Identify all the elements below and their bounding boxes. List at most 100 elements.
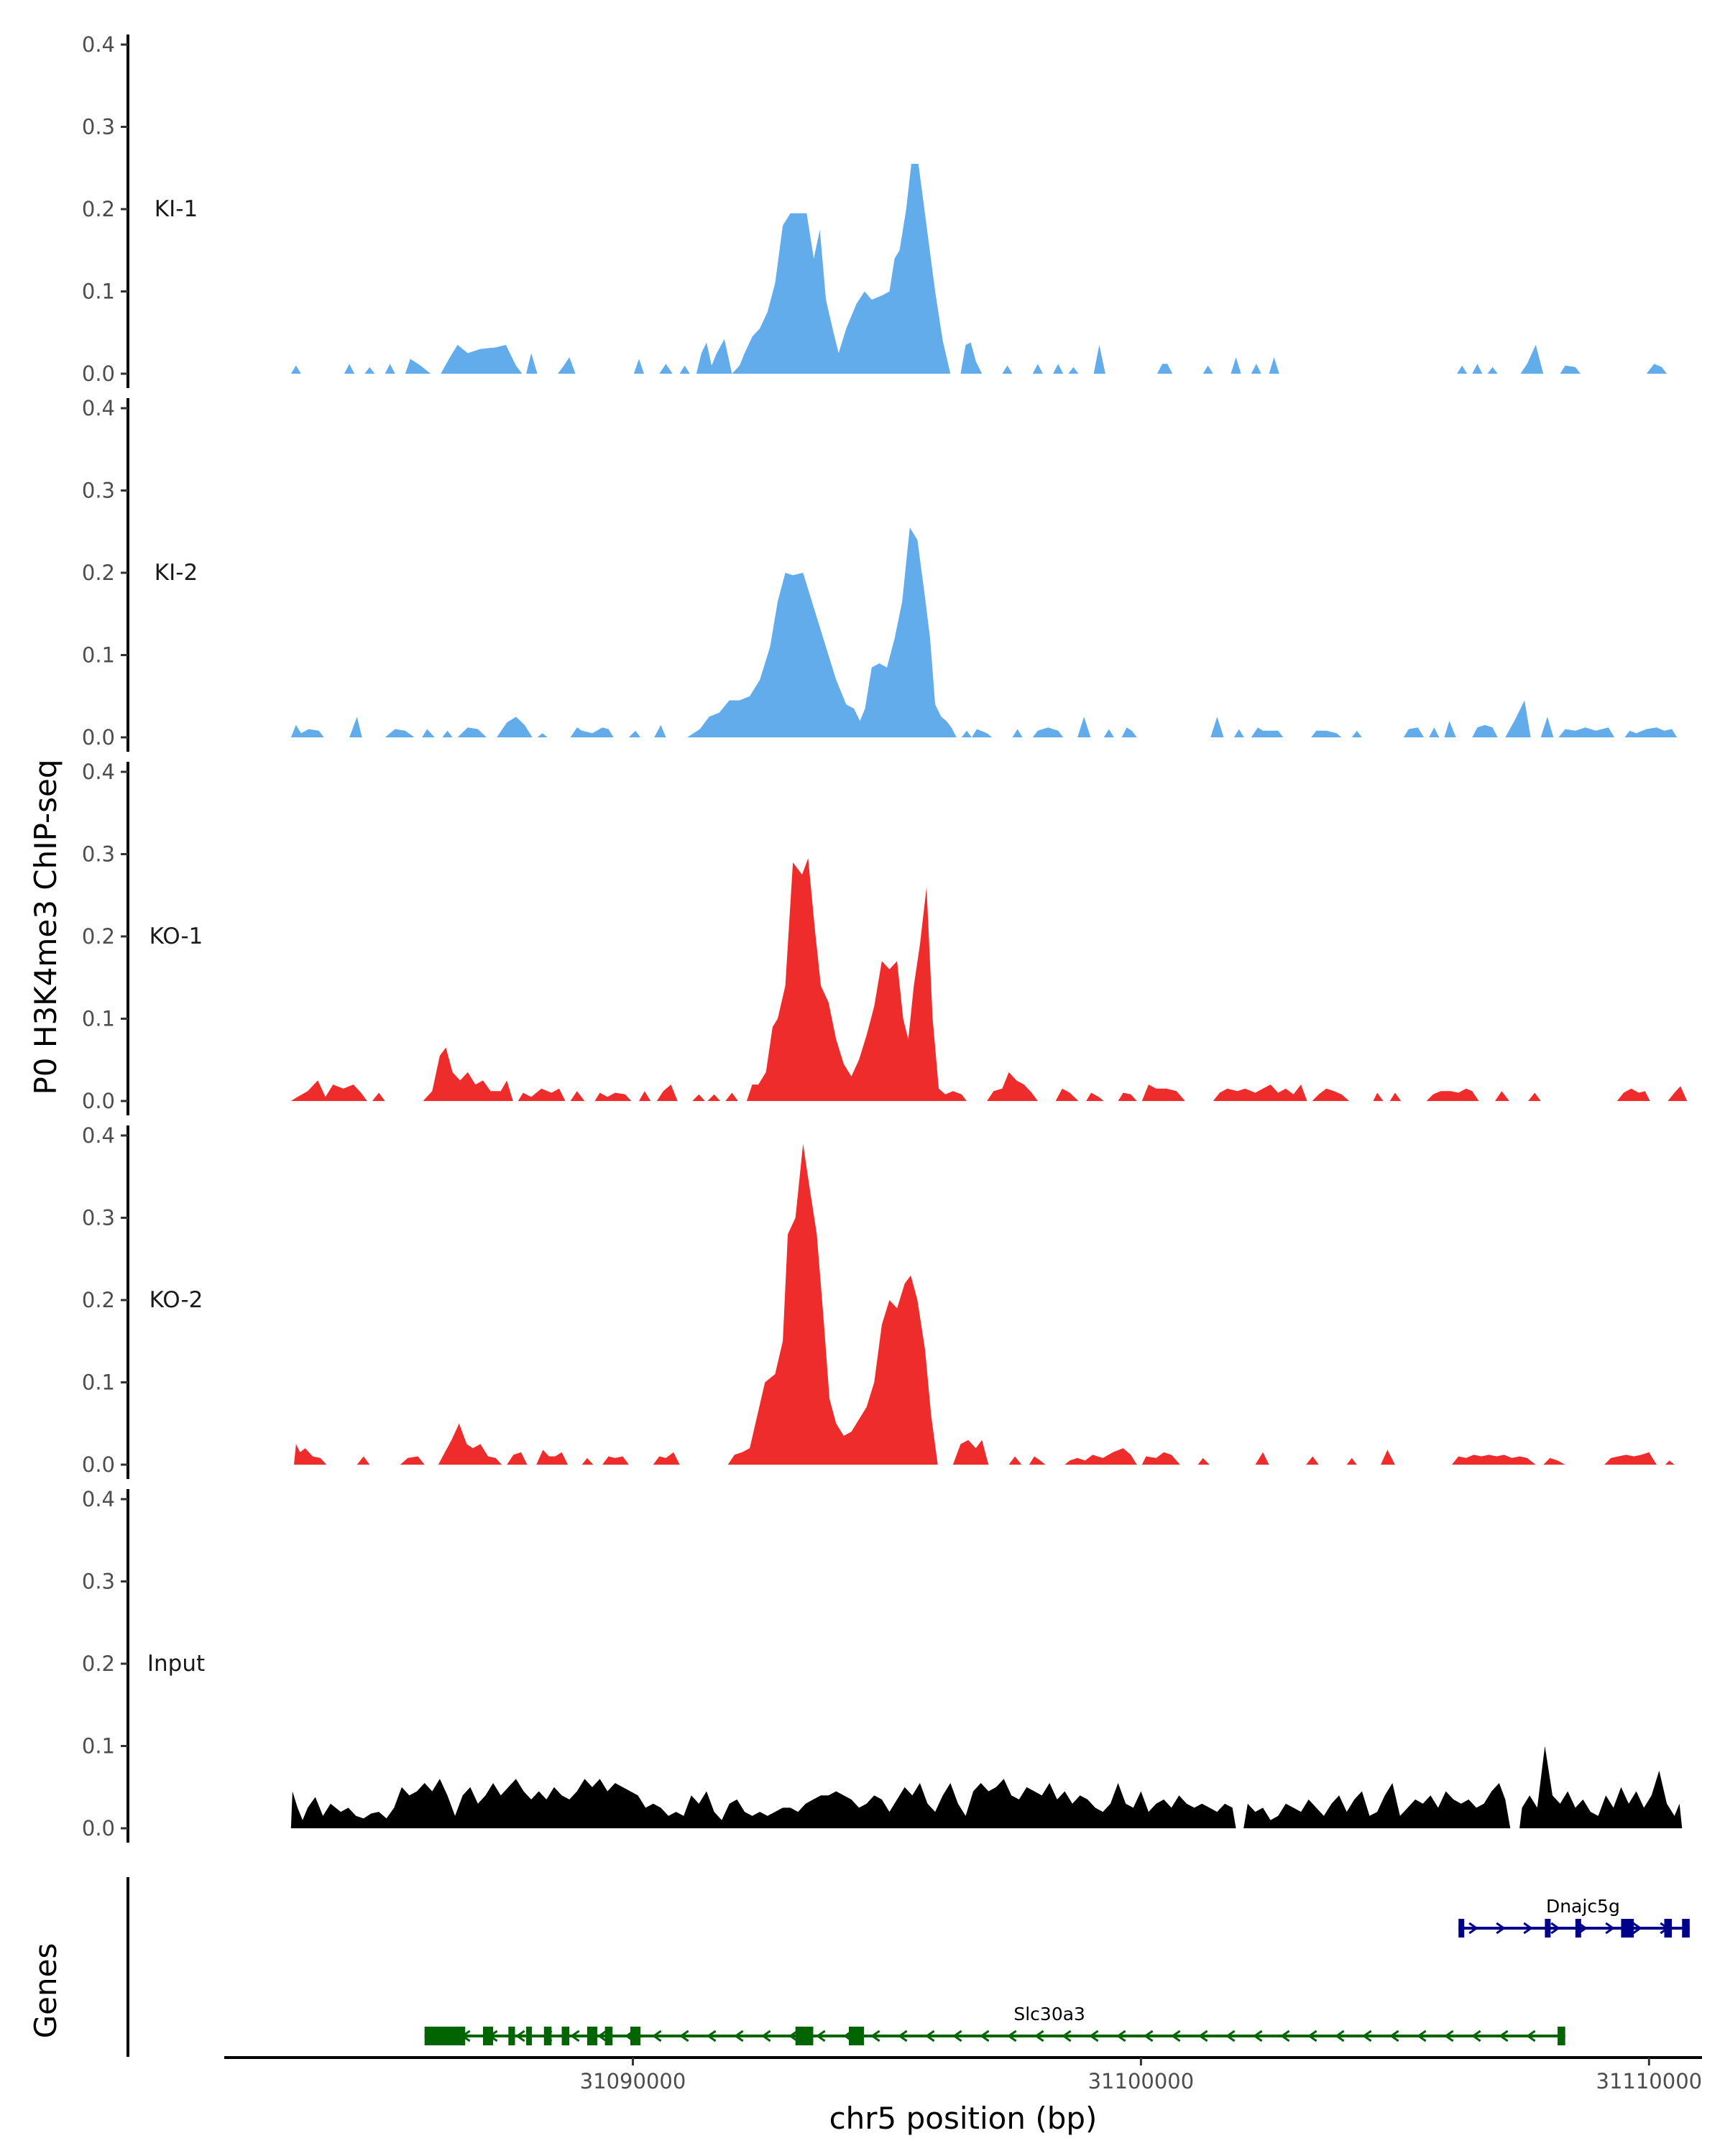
track-label: KO-2 [150, 1287, 203, 1313]
strand-chevron [816, 2030, 826, 2042]
exon [604, 2027, 613, 2045]
strand-chevron [1389, 2030, 1399, 2042]
signal-area [290, 164, 1668, 374]
gene-label: Dnajc5g [1546, 1896, 1620, 1917]
strand-chevron [515, 2030, 525, 2042]
exon [543, 2027, 552, 2045]
exon [1558, 2027, 1565, 2045]
strand-chevron [1526, 2030, 1536, 2042]
strand-chevron [980, 2030, 990, 2042]
exon [795, 2027, 814, 2045]
exon [526, 2027, 533, 2045]
y-tick-label: 0.4 [82, 1487, 115, 1511]
x-tick-label: 31090000 [580, 2069, 686, 2093]
strand-chevron [1605, 1922, 1615, 1935]
y-tick-label: 0.3 [82, 479, 115, 503]
strand-chevron [1471, 2030, 1481, 2042]
strand-chevron [570, 2030, 580, 2042]
y-tick-label: 0.3 [82, 842, 115, 867]
track-ki-2: 0.0 0.1 0.2 0.3 0.4 KI-2 [82, 396, 1678, 752]
strand-chevron [597, 2030, 607, 2042]
y-tick-label: 0.2 [82, 1651, 115, 1676]
y-tick-label: 0.2 [82, 561, 115, 585]
x-axis: 31090000 31100000 31110000 [224, 2056, 1702, 2093]
strand-chevron [1116, 2030, 1126, 2042]
strand-chevron [1468, 1922, 1478, 1935]
track-label: KO-1 [150, 923, 203, 949]
strand-chevron [1007, 2030, 1017, 2042]
y-tick-label: 0.2 [82, 1288, 115, 1312]
track-ko-1: 0.0 0.1 0.2 0.3 0.4 KO-1 [82, 760, 1688, 1115]
strand-chevron [1335, 2030, 1345, 2042]
y-tick-label: 0.4 [82, 760, 115, 784]
gene-track: Dnajc5g Slc30a3 [126, 1877, 1690, 2057]
track-ko-2: 0.0 0.1 0.2 0.3 0.4 KO-2 [82, 1123, 1675, 1479]
y-tick-label: 0.0 [82, 1452, 115, 1477]
strand-chevron [1417, 2030, 1427, 2042]
exon [1664, 1919, 1673, 1938]
x-axis-title: chr5 position (bp) [829, 2101, 1098, 2136]
y-tick-label: 0.0 [82, 725, 115, 750]
signal-tracks: 0.00.10.20.30.4KI-10.00.10.20.30.4KI-20.… [82, 32, 1688, 1843]
y-tick-label: 0.1 [82, 1734, 115, 1759]
y-tick-label: 0.4 [82, 1123, 115, 1148]
strand-chevron [1550, 1922, 1560, 1935]
strand-chevron [761, 2030, 771, 2042]
track-ki-1: 0.0 0.1 0.2 0.3 0.4 KI-1 [82, 32, 1668, 388]
gene-dnajc5g: Dnajc5g [1458, 1896, 1690, 1938]
y-tick-label: 0.0 [82, 1816, 115, 1841]
exon [1621, 1919, 1634, 1938]
exon [586, 2027, 598, 2045]
strand-chevron [1034, 2030, 1044, 2042]
signal-area [294, 1143, 1675, 1465]
strand-chevron [1499, 2030, 1509, 2042]
strand-chevron [734, 2030, 744, 2042]
track-input: 0.0 0.1 0.2 0.3 0.4 Input [82, 1487, 1683, 1843]
strand-chevron [652, 2030, 662, 2042]
y-tick-label: 0.0 [82, 1089, 115, 1113]
strand-chevron [870, 2030, 880, 2042]
y-tick-label: 0.1 [82, 280, 115, 304]
strand-chevron [1253, 2030, 1263, 2042]
y-tick-label: 0.1 [82, 643, 115, 668]
strand-chevron [788, 2030, 799, 2042]
y-tick-label: 0.2 [82, 197, 115, 221]
track-label: Input [147, 1651, 205, 1677]
y-tick-label: 0.4 [82, 396, 115, 420]
gene-label: Slc30a3 [1013, 2004, 1085, 2024]
y-tick-label: 0.3 [82, 1570, 115, 1594]
exon [1682, 1919, 1690, 1938]
strand-chevron [707, 2030, 717, 2042]
y-tick-label: 0.1 [82, 1007, 115, 1031]
y-axis-title: P0 H3K4me3 ChIP-seq [28, 759, 63, 1095]
y-tick-label: 0.0 [82, 361, 115, 386]
y-tick-label: 0.3 [82, 1206, 115, 1230]
y-tick-label: 0.4 [82, 32, 115, 57]
strand-chevron [1062, 2030, 1072, 2042]
strand-chevron [1225, 2030, 1236, 2042]
strand-chevron [952, 2030, 962, 2042]
exon [561, 2027, 570, 2045]
signal-area [290, 858, 1688, 1101]
exon [482, 2027, 494, 2045]
exon [424, 2027, 466, 2045]
exon [1575, 1919, 1581, 1938]
strand-chevron [1307, 2030, 1317, 2042]
strand-chevron [1089, 2030, 1099, 2042]
strand-chevron [1523, 1922, 1533, 1935]
exon [1545, 1919, 1551, 1938]
signal-area [290, 528, 1678, 737]
exon [508, 2027, 515, 2045]
signal-area [290, 1746, 1683, 1828]
y-tick-label: 0.3 [82, 115, 115, 139]
x-tick-label: 31100000 [1088, 2069, 1195, 2093]
strand-chevron [1444, 2030, 1454, 2042]
strand-chevron [679, 2030, 689, 2042]
exon [1458, 1919, 1465, 1938]
y-tick-label: 0.2 [82, 924, 115, 949]
strand-chevron [1198, 2030, 1208, 2042]
exon [630, 2027, 641, 2045]
strand-chevron [1280, 2030, 1290, 2042]
track-label: KI-2 [155, 560, 198, 586]
strand-chevron [898, 2030, 908, 2042]
